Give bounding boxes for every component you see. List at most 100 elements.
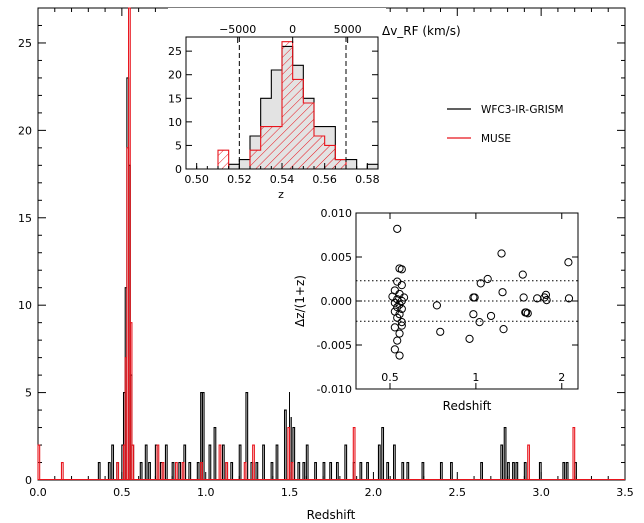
- scatter-point: [483, 274, 492, 284]
- bin-muse: [290, 461, 294, 480]
- inset-x-tick-label: 0.56: [312, 173, 337, 186]
- bin-wfc3: [406, 461, 410, 480]
- bin-wfc3: [262, 444, 265, 480]
- bin-wfc3: [439, 461, 443, 480]
- legend-label-wfc3: WFC3-IR-GRISM: [481, 104, 564, 116]
- scatter-point: [475, 318, 484, 327]
- bin-wfc3: [255, 461, 259, 480]
- bin-wfc3: [335, 461, 339, 480]
- scatter-point: [469, 310, 478, 319]
- main-x-tick-label: 0.0: [29, 486, 47, 499]
- inset-scatter-y-label: Δz/(1+z): [293, 275, 307, 327]
- bin-wfc3: [302, 461, 306, 480]
- bin-wfc3: [366, 461, 369, 480]
- bin-muse: [156, 444, 160, 480]
- main-x-axis-label: Redshift: [307, 508, 356, 522]
- inset-scatter-axes: 0.5 1 2 0.010 0.005 0.000 -0.005 -0.010: [317, 207, 578, 396]
- bin-muse: [200, 461, 203, 480]
- bin-wfc3: [283, 409, 287, 480]
- bin-wfc3: [314, 461, 317, 480]
- main-y-tick-label: 20: [18, 124, 32, 137]
- bin-muse: [527, 444, 530, 480]
- bin-muse: [218, 444, 222, 480]
- inset-scatter-x-tick-label: 2: [558, 371, 565, 384]
- bin-muse: [252, 444, 255, 480]
- main-y-tick-label: 15: [18, 212, 32, 225]
- main-y-tick-label: 5: [25, 387, 32, 400]
- bin-wfc3: [329, 461, 333, 480]
- inset-x-tick-label: 0.54: [270, 173, 295, 186]
- bin-wfc3: [480, 461, 483, 480]
- inset-x-tick-label: 0.50: [184, 173, 209, 186]
- scatter-point: [395, 351, 404, 360]
- inset-y-tick-label: 0: [175, 163, 182, 176]
- inset-x-tick-label: 0.52: [227, 173, 252, 186]
- bin-wfc3: [297, 461, 301, 480]
- scatter-point: [470, 293, 479, 302]
- bin-wfc3: [201, 392, 205, 480]
- scatter-point: [522, 308, 531, 317]
- bin-wfc3: [344, 444, 348, 480]
- scatter-point: [518, 270, 527, 279]
- scatter-point: [395, 329, 404, 338]
- inset-y-tick-label: 20: [168, 69, 182, 82]
- bin-wfc3: [421, 461, 425, 480]
- bin-wfc3: [144, 444, 148, 480]
- bin-wfc3: [148, 461, 151, 480]
- bin-muse: [352, 427, 356, 480]
- bin-muse: [128, 7, 131, 480]
- bin-wfc3: [107, 461, 111, 480]
- bin-wfc3: [230, 461, 234, 480]
- legend: WFC3-IR-GRISM MUSE: [447, 104, 564, 145]
- inset-y-tick-label: 10: [168, 116, 182, 129]
- bin-wfc3: [507, 461, 510, 480]
- bin-wfc3: [359, 461, 363, 480]
- bin-wfc3: [322, 461, 326, 480]
- bin-wfc3: [292, 427, 296, 480]
- bin-muse: [243, 461, 247, 480]
- bin-wfc3: [565, 461, 569, 480]
- bin-wfc3: [188, 461, 192, 480]
- scatter-point: [498, 288, 507, 297]
- main-y-tick-label: 0: [25, 474, 32, 487]
- bin-wfc3: [500, 444, 504, 480]
- inset-scatter: 0.5 1 2 0.010 0.005 0.000 -0.005 -0.010 Redshif…: [290, 205, 586, 417]
- inset-y-tick-label: 15: [168, 92, 182, 105]
- main-x-tick-label: 3.5: [616, 486, 634, 499]
- scatter-point: [397, 304, 406, 314]
- bin-muse: [129, 322, 133, 480]
- scatter-point: [523, 309, 532, 318]
- scatter-point: [397, 318, 406, 327]
- scatter-point: [465, 334, 474, 343]
- bin-wfc3: [238, 444, 242, 480]
- bin-wfc3: [164, 444, 168, 480]
- bin-wfc3: [515, 461, 519, 480]
- bin-wfc3: [196, 461, 200, 480]
- scatter-point: [499, 325, 508, 334]
- bin-wfc3: [401, 461, 405, 480]
- bin-wfc3: [305, 444, 309, 480]
- main-y-tick-label: 25: [18, 37, 32, 50]
- inset-histogram-x-label: z: [278, 188, 284, 201]
- inset-scatter-y-tick-label: -0.010: [317, 383, 352, 396]
- bin-wfc3: [97, 461, 101, 480]
- bin-wfc3: [245, 392, 249, 480]
- bin-wfc3: [512, 461, 515, 480]
- bin-wfc3: [381, 427, 385, 480]
- scatter-point: [564, 258, 573, 267]
- bin-wfc3: [538, 461, 542, 480]
- main-x-tick-label: 0.5: [113, 486, 131, 499]
- bin-wfc3: [111, 444, 115, 480]
- inset-scatter-x-tick-label: 0.5: [381, 371, 399, 384]
- main-x-tick-label: 3.0: [532, 486, 550, 499]
- main-x-tick-label: 2.5: [449, 486, 467, 499]
- scatter-point: [436, 327, 445, 336]
- scatter-point: [541, 290, 551, 299]
- scatter-point: [390, 298, 399, 307]
- inset-histogram-axes: 0.50 0.52 0.54 0.56 0.58 0 5 10 15 20 25 −5000 0 5000: [168, 23, 380, 186]
- legend-label-muse: MUSE: [481, 133, 511, 145]
- inset-top-tick-label: 0: [289, 23, 296, 36]
- bin-muse: [161, 461, 165, 480]
- scatter-point: [397, 281, 406, 290]
